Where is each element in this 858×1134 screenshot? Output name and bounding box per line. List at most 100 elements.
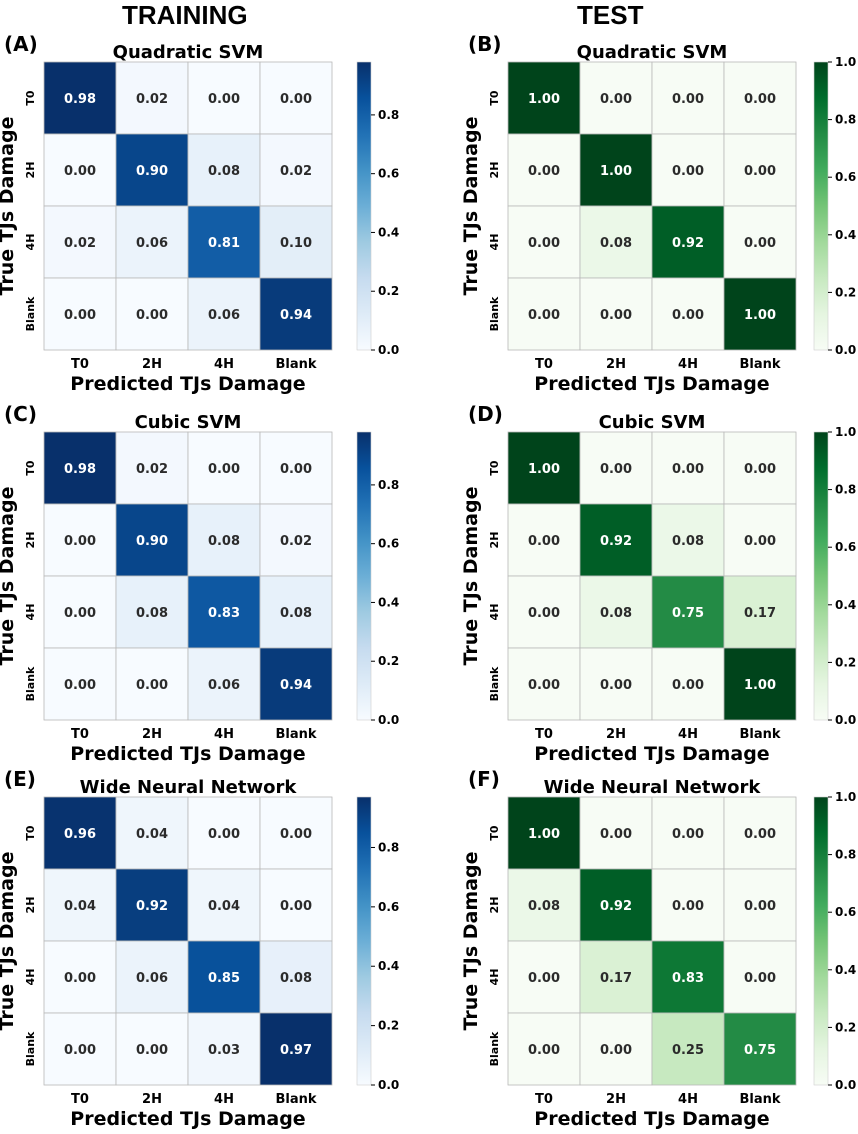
heatmap-cell xyxy=(115,133,189,207)
heatmap-cell xyxy=(43,868,117,942)
cell-value-label: 0.06 xyxy=(136,236,168,251)
x-tick-label: 4H xyxy=(678,727,698,742)
cell-value-label: 0.04 xyxy=(208,899,240,914)
colorbar-a xyxy=(356,61,372,351)
cell-value-label: 0.00 xyxy=(672,678,704,693)
y-tick-label: T0 xyxy=(24,90,37,106)
heatmap-cell xyxy=(651,133,725,207)
x-tick-label: Blank xyxy=(275,1092,316,1107)
y-tick-label: 2H xyxy=(24,532,37,549)
colorbar-tick-label: 0.6 xyxy=(835,170,856,184)
heatmap-cell xyxy=(507,503,581,577)
cell-value-label: 0.06 xyxy=(136,971,168,986)
cell-value-label: 0.00 xyxy=(528,1043,560,1058)
cell-value-label: 0.00 xyxy=(64,971,96,986)
heatmap-cell xyxy=(259,61,333,135)
heatmap-cell xyxy=(43,1012,117,1086)
y-tick-label: 2H xyxy=(24,897,37,914)
cell-value-label: 0.75 xyxy=(744,1043,776,1058)
colorbar-c xyxy=(356,431,372,721)
heatmap-cell xyxy=(259,205,333,279)
x-tick-label: Blank xyxy=(739,1092,780,1107)
heatmap-cell xyxy=(579,647,653,721)
heatmap-cell xyxy=(259,133,333,207)
cell-value-label: 0.02 xyxy=(280,164,312,179)
cell-value-label: 0.00 xyxy=(528,236,560,251)
heatmap-cell xyxy=(723,647,797,721)
heatmap-cell xyxy=(507,940,581,1014)
x-tick-label: 4H xyxy=(214,357,234,372)
colorbar-tick-label: 0.4 xyxy=(835,228,856,242)
cell-value-label: 0.02 xyxy=(280,534,312,549)
cell-value-label: 0.00 xyxy=(672,308,704,323)
cell-value-label: 0.00 xyxy=(280,899,312,914)
panel-label-d: (D) xyxy=(468,402,503,426)
cell-value-label: 0.00 xyxy=(600,462,632,477)
cell-value-label: 0.00 xyxy=(136,1043,168,1058)
heatmap-cell xyxy=(507,61,581,135)
cell-value-label: 0.10 xyxy=(280,236,312,251)
cell-value-label: 0.75 xyxy=(672,606,704,621)
cell-value-label: 0.02 xyxy=(136,92,168,107)
heatmap-cell xyxy=(723,575,797,649)
y-tick-label: Blank xyxy=(24,666,37,701)
x-tick-label: 4H xyxy=(214,727,234,742)
y-tick-label: Blank xyxy=(24,296,37,331)
chart-title-f: Wide Neural Network xyxy=(544,777,762,798)
colorbar-tick-label: 1.0 xyxy=(835,55,856,69)
colorbar-d xyxy=(813,431,829,721)
heatmap-cell xyxy=(115,503,189,577)
heatmap-cell xyxy=(651,277,725,351)
y-tick-label: 4H xyxy=(488,604,501,621)
cell-value-label: 0.00 xyxy=(280,462,312,477)
cell-value-label: 0.00 xyxy=(600,678,632,693)
y-tick-label: Blank xyxy=(488,296,501,331)
panel-label-a: (A) xyxy=(4,32,38,56)
heatmap-cell xyxy=(723,503,797,577)
cell-value-label: 0.00 xyxy=(208,827,240,842)
heatmap-cell xyxy=(259,431,333,505)
heatmap-cell xyxy=(43,133,117,207)
cell-value-label: 0.00 xyxy=(528,308,560,323)
heatmap-cell xyxy=(259,503,333,577)
cell-value-label: 0.06 xyxy=(208,678,240,693)
cell-value-label: 0.06 xyxy=(208,308,240,323)
heatmap-cell xyxy=(115,1012,189,1086)
colorbar-tick-label: 0.6 xyxy=(378,537,399,551)
heatmap-cell xyxy=(115,940,189,1014)
cell-value-label: 0.00 xyxy=(280,827,312,842)
cell-value-label: 0.90 xyxy=(136,534,168,549)
cell-value-label: 0.02 xyxy=(64,236,96,251)
colorbar-tick-label: 0.6 xyxy=(378,900,399,914)
cell-value-label: 0.08 xyxy=(528,899,560,914)
y-tick-label: Blank xyxy=(488,666,501,701)
heatmap-cell xyxy=(651,940,725,1014)
cell-value-label: 0.92 xyxy=(600,534,632,549)
cell-value-label: 0.83 xyxy=(208,606,240,621)
heatmap-cell xyxy=(507,133,581,207)
y-tick-label: T0 xyxy=(488,460,501,476)
cell-value-label: 0.00 xyxy=(208,462,240,477)
cell-value-label: 0.08 xyxy=(600,236,632,251)
cell-value-label: 0.00 xyxy=(600,92,632,107)
colorbar-tick-label: 0.2 xyxy=(835,655,856,669)
y-tick-label: 2H xyxy=(488,532,501,549)
cell-value-label: 0.08 xyxy=(136,606,168,621)
colorbar-tick-label: 0.6 xyxy=(378,167,399,181)
y-tick-label: 4H xyxy=(24,234,37,251)
y-tick-label: T0 xyxy=(24,460,37,476)
cell-value-label: 0.00 xyxy=(64,164,96,179)
cell-value-label: 0.17 xyxy=(600,971,632,986)
cell-value-label: 0.08 xyxy=(208,164,240,179)
cell-value-label: 0.08 xyxy=(672,534,704,549)
x-tick-label: 4H xyxy=(678,1092,698,1107)
heatmap-cell xyxy=(507,1012,581,1086)
chart-title-c: Cubic SVM xyxy=(135,412,242,433)
heatmap-cell xyxy=(579,61,653,135)
cell-value-label: 0.85 xyxy=(208,971,240,986)
heatmap-cell xyxy=(723,61,797,135)
x-tick-label: Blank xyxy=(739,727,780,742)
heatmap-cell xyxy=(723,133,797,207)
heatmap-cell xyxy=(115,205,189,279)
